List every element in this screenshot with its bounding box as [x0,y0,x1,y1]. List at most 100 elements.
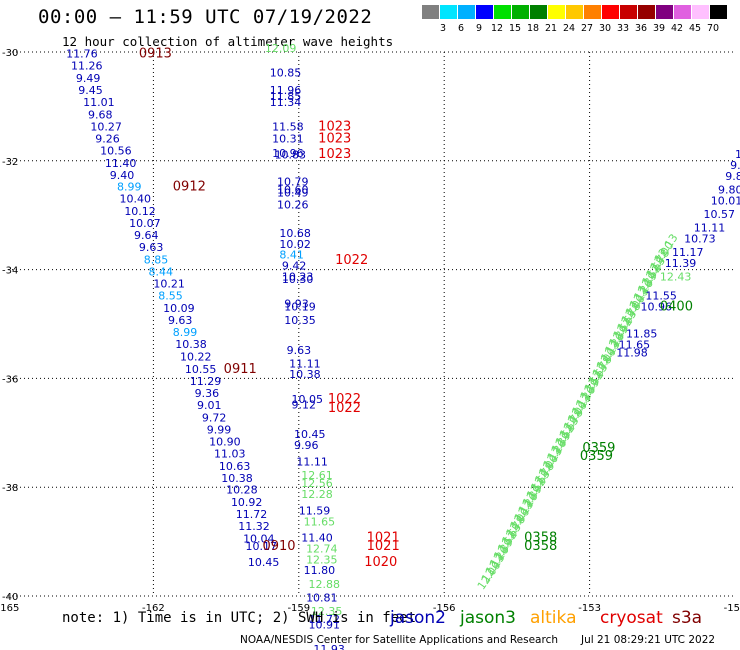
swh-value: 12.28 [301,488,333,501]
swh-value: 10.60 [277,183,309,196]
swh-value: 10.38 [175,338,207,351]
colorbar-label: 15 [508,23,522,34]
colorbar-cell [494,5,511,19]
colorbar-cell [692,5,709,19]
track-time-label: 0359 [582,441,615,456]
colorbar-cell [530,5,547,19]
swh-value: 11.26 [71,59,103,72]
swh-value: 8.99 [117,181,142,194]
colorbar-label: 70 [706,23,720,34]
swh-value: 11.93 [313,643,345,650]
swh-value: 10.01 [711,194,740,207]
colorbar-label: 24 [562,23,576,34]
colorbar-cell [584,5,601,19]
track-time-label: 0912 [173,180,206,195]
y-tick-label: -36 [2,374,18,385]
swh-value: 11.72 [308,613,340,626]
swh-value: 9.64 [134,229,159,242]
swh-value: 10.68 [279,227,311,240]
track-time-label: 0910 [262,539,295,554]
swh-value: 11.40 [301,532,333,545]
swh-value: 9.99 [207,423,232,436]
swh-value: 10.19 [284,300,316,313]
swh-value: 10. [735,148,740,161]
swh-value: 9.63 [139,241,164,254]
track-time-label: 1023 [318,131,351,146]
map-subtitle: 12 hour collection of altimeter wave hei… [62,34,394,49]
swh-value: 11.85 [626,328,658,341]
swh-value: 11.32 [238,520,270,533]
x-tick-label: -150 [724,603,740,614]
colorbar-label: 27 [580,23,594,34]
swh-value: 10.57 [703,208,735,221]
swh-value: 10.49 [277,187,309,200]
swh-value: 10.38 [289,368,321,381]
swh-value: 11.80 [304,564,336,577]
colorbar-cell [674,5,691,19]
colorbar-cell [638,5,655,19]
swh-value: 9.63 [287,344,312,357]
swh-value: 8.55 [158,290,183,303]
colorbar-label: 6 [457,23,465,34]
swh-value: 10.81 [306,591,338,604]
x-tick-label: -156 [433,603,456,614]
swh-value: 9.40 [110,169,135,182]
colorbar-cell [656,5,673,19]
swh-value: 8.44 [149,266,174,279]
track-time-label: 1023 [318,119,351,134]
swh-value: 10.27 [90,120,122,133]
swh-value: 10.40 [119,193,150,206]
swh-value: 12.09 [265,42,297,55]
track-time-label: 1023 [318,147,351,162]
swh-value: 11.59 [299,504,331,517]
colorbar-label: 3 [439,23,447,34]
x-tick-label: -153 [578,603,601,614]
swh-value: 12.88 [308,578,340,591]
swh-value: 10.79 [277,175,309,188]
swh-value: 9.12 [292,398,317,411]
colorbar-label: 9 [475,23,483,34]
swh-value: 10.31 [272,132,304,145]
colorbar-cell [440,5,457,19]
swh-value: 9.63 [168,314,193,327]
colorbar-cell [458,5,475,19]
y-tick-label: -30 [2,48,18,59]
swh-value: 11.85 [270,90,302,103]
track-time-label: 0358 [524,539,557,554]
track-time-label: 1022 [335,253,368,268]
colorbar-label: 39 [652,23,666,34]
swh-value: 10.17 [245,540,277,553]
track-time-label: 0400 [660,299,693,314]
colorbar-label: 12 [490,23,504,34]
swh-value: 9.96 [294,439,319,452]
swh-value: 9.36 [195,387,220,400]
swh-value: 8.41 [279,249,304,262]
track-time-label: 0358 [524,531,557,546]
swh-value: 11.11 [296,455,328,468]
swh-value: 11.11 [694,222,726,235]
credit-text: NOAA/NESDIS Center for Satellite Applica… [240,634,558,646]
swh-value: 12.61 [301,469,333,482]
swh-value: 11.03 [214,447,246,460]
colorbar-label: 21 [544,23,558,34]
colorbar-label: 36 [634,23,648,34]
swh-value: 11.11 [289,358,321,371]
satellite-legend-jason2: jason2 [390,608,446,628]
satellite-legend-altika: altika [530,608,577,628]
swh-value: 10.90 [209,435,241,448]
swh-value: 10.73 [684,232,716,245]
swh-value: 11.55 [645,290,677,303]
swh-value: 11.65 [619,338,651,351]
swh-value: 12.35 [311,605,343,618]
swh-value: 9.93 [284,298,309,311]
track-time-label: 1021 [367,531,400,546]
swh-value: 11.34 [270,96,302,109]
swh-value: 11.17 [672,246,704,259]
colorbar-label: 45 [688,23,702,34]
swh-value: 9.80 [718,183,740,196]
swh-value: 12.56 [301,477,333,490]
swh-value: 11.98 [616,347,648,360]
x-tick-label: -165 [0,603,19,614]
swh-value: 12.43 [660,270,692,283]
track-time-label: 1022 [328,392,361,407]
